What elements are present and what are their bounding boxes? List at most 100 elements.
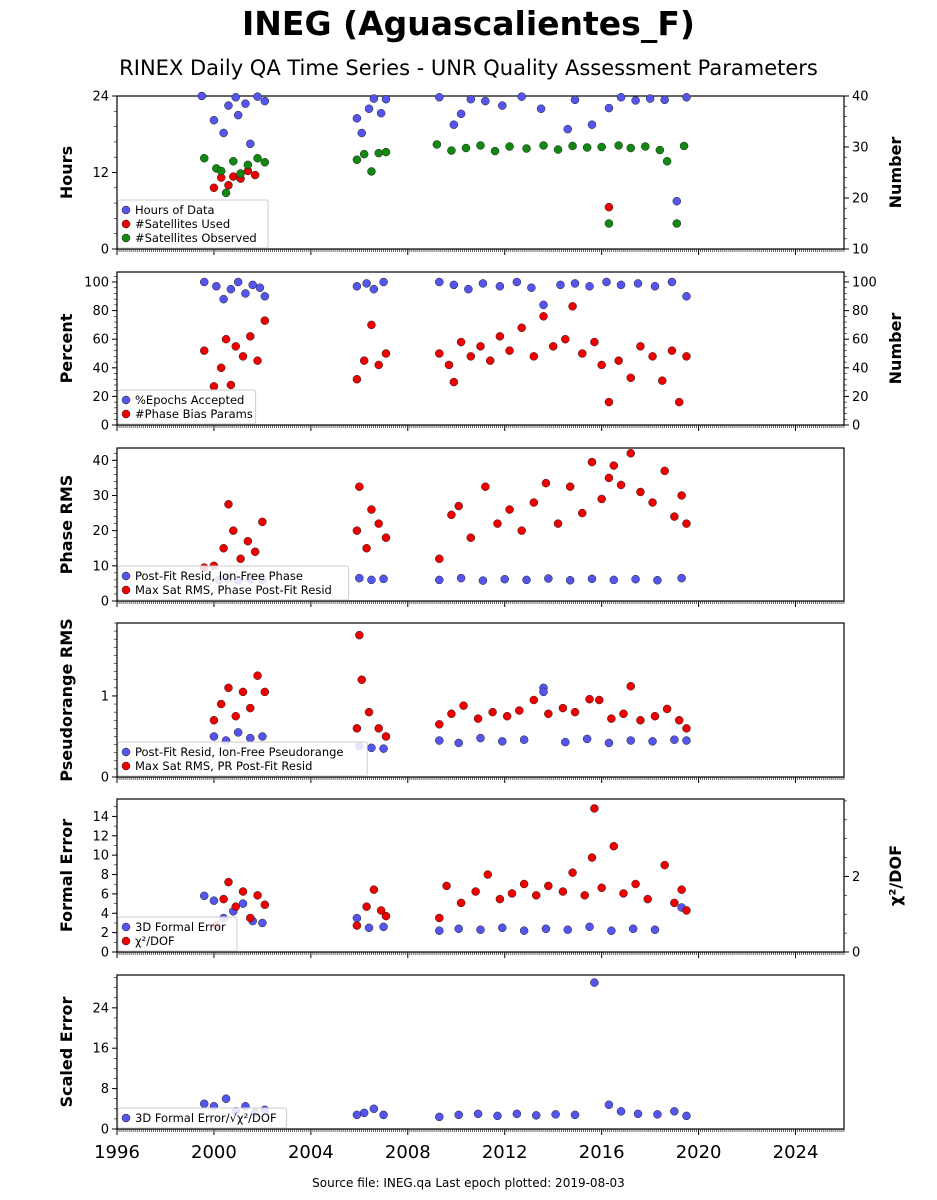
data-point bbox=[233, 110, 243, 120]
data-point bbox=[464, 284, 473, 294]
data-point bbox=[493, 519, 502, 528]
series-3 bbox=[199, 140, 689, 228]
data-point bbox=[607, 714, 616, 723]
data-point bbox=[565, 482, 575, 491]
panel-6: 0 8 16 24 Scaled Error 1996 2000 2004 2008 2012 20… bbox=[57, 974, 845, 1163]
x-tick-label: 2008 bbox=[385, 1142, 431, 1163]
data-point bbox=[677, 573, 686, 583]
data-point bbox=[253, 671, 262, 680]
data-point bbox=[456, 573, 466, 583]
y-tick-label: 0 bbox=[101, 946, 109, 961]
data-point bbox=[219, 894, 228, 904]
legend-marker bbox=[121, 219, 131, 229]
data-point bbox=[604, 1100, 614, 1110]
data-point bbox=[531, 891, 541, 900]
data-point bbox=[478, 576, 488, 585]
data-point bbox=[246, 332, 255, 341]
data-point bbox=[548, 342, 558, 351]
data-point bbox=[672, 219, 682, 228]
data-point bbox=[379, 574, 388, 584]
data-point bbox=[442, 881, 451, 891]
data-point bbox=[512, 277, 522, 287]
data-point bbox=[435, 736, 444, 745]
data-point bbox=[379, 277, 388, 287]
x-tick-label: 2012 bbox=[482, 1142, 528, 1163]
data-point bbox=[551, 1110, 560, 1119]
legend-box bbox=[117, 741, 368, 777]
data-point bbox=[246, 703, 255, 713]
data-point bbox=[648, 498, 657, 507]
legend-label: Hours of Data bbox=[135, 203, 215, 217]
data-point bbox=[648, 352, 657, 361]
data-point bbox=[246, 913, 255, 923]
data-point bbox=[636, 487, 645, 497]
data-point bbox=[454, 924, 463, 934]
legend: Hours of Data#Satellites Used#Satellites… bbox=[117, 199, 269, 249]
data-point bbox=[643, 894, 652, 904]
data-point bbox=[587, 457, 597, 467]
y-tick-label: 100 bbox=[84, 276, 109, 291]
data-point bbox=[258, 918, 267, 928]
data-point bbox=[253, 891, 262, 900]
series-2 bbox=[209, 166, 614, 212]
data-point bbox=[359, 149, 369, 159]
data-point bbox=[352, 155, 362, 164]
data-point bbox=[219, 294, 228, 304]
legend-marker bbox=[121, 747, 131, 757]
data-point bbox=[369, 284, 379, 294]
data-point bbox=[362, 902, 371, 911]
data-point bbox=[435, 575, 444, 585]
data-point bbox=[633, 279, 643, 288]
data-point bbox=[626, 736, 635, 745]
data-point bbox=[662, 704, 672, 714]
data-point bbox=[636, 342, 645, 351]
data-point bbox=[565, 575, 575, 585]
data-point bbox=[466, 94, 476, 104]
data-point bbox=[219, 128, 228, 138]
y-tick-label: 20 bbox=[92, 524, 109, 539]
data-point bbox=[231, 711, 240, 721]
y2-tick-label: 2 bbox=[852, 870, 860, 885]
legend: 3D Formal Error/√χ²/DOF bbox=[117, 1107, 288, 1129]
page-subtitle: RINEX Daily QA Time Series - UNR Quality… bbox=[119, 56, 818, 80]
x-tick-label: 2004 bbox=[288, 1142, 334, 1163]
data-point bbox=[616, 93, 626, 102]
data-point bbox=[677, 491, 686, 500]
legend-marker bbox=[121, 571, 131, 581]
data-point bbox=[653, 1110, 662, 1119]
data-point bbox=[658, 376, 667, 385]
data-point bbox=[352, 1110, 362, 1120]
data-point bbox=[435, 554, 444, 564]
data-point bbox=[585, 694, 594, 704]
data-point bbox=[604, 473, 614, 483]
data-point bbox=[241, 99, 250, 108]
data-point bbox=[604, 738, 614, 748]
series-1 bbox=[199, 978, 691, 1122]
legend-marker bbox=[121, 233, 131, 243]
series-2 bbox=[212, 804, 691, 930]
data-point bbox=[209, 115, 219, 125]
y2-tick-label: 10 bbox=[852, 243, 869, 258]
data-point bbox=[650, 925, 660, 934]
legend-label: %Epochs Accepted bbox=[135, 393, 244, 407]
data-point bbox=[355, 630, 364, 640]
data-point bbox=[505, 346, 514, 355]
data-point bbox=[498, 923, 507, 933]
y2-tick-label: 60 bbox=[852, 333, 869, 348]
data-point bbox=[243, 160, 253, 170]
data-point bbox=[241, 289, 250, 298]
data-point bbox=[209, 896, 219, 905]
data-point bbox=[498, 737, 507, 746]
data-point bbox=[224, 500, 233, 509]
data-point bbox=[539, 141, 548, 150]
data-point bbox=[381, 349, 391, 358]
data-point bbox=[495, 894, 505, 904]
data-point bbox=[660, 466, 669, 476]
data-point bbox=[529, 498, 539, 507]
data-point bbox=[447, 709, 456, 719]
data-point bbox=[219, 543, 228, 553]
data-point bbox=[594, 695, 604, 705]
data-point bbox=[435, 926, 444, 935]
data-point bbox=[199, 1099, 209, 1109]
